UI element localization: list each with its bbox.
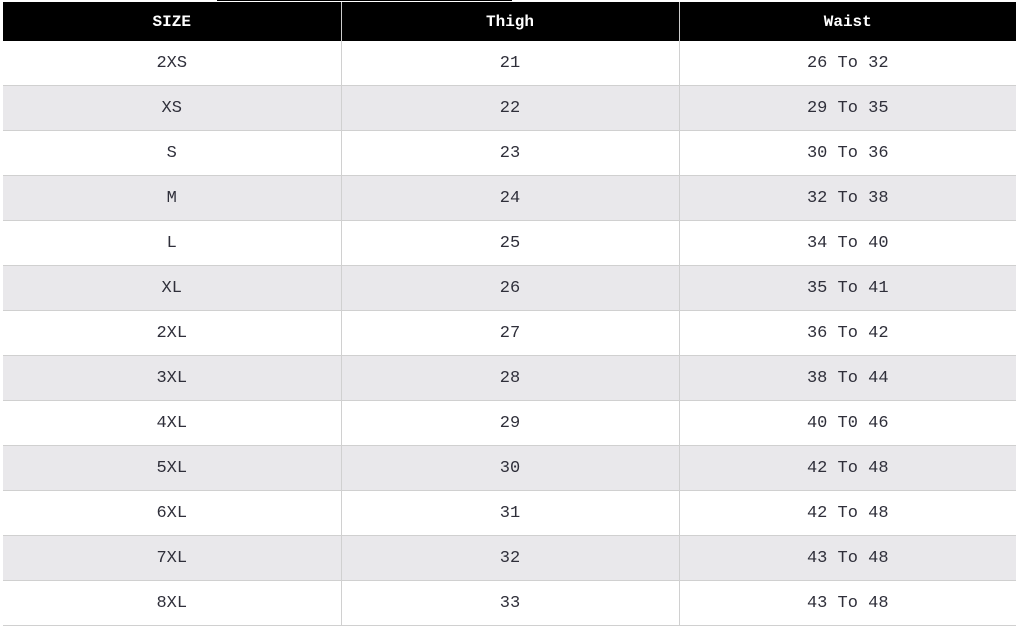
table-row: 7XL 32 43 To 48 xyxy=(3,535,1016,581)
header-row: SIZE Thigh Waist xyxy=(3,2,1016,41)
table-row: L 25 34 To 40 xyxy=(3,220,1016,266)
waist-cell: 34 To 40 xyxy=(679,220,1016,266)
thigh-cell: 33 xyxy=(341,580,680,626)
thigh-cell: 28 xyxy=(341,355,680,401)
waist-cell: 43 To 48 xyxy=(679,580,1016,626)
thigh-cell: 21 xyxy=(341,41,680,86)
table-row: XL 26 35 To 41 xyxy=(3,265,1016,311)
thigh-cell: 25 xyxy=(341,220,680,266)
size-cell: 4XL xyxy=(3,400,342,446)
size-cell: 3XL xyxy=(3,355,342,401)
waist-cell: 40 T0 46 xyxy=(679,400,1016,446)
thigh-cell: 30 xyxy=(341,445,680,491)
thigh-cell: 22 xyxy=(341,85,680,131)
size-cell: S xyxy=(3,130,342,176)
thigh-cell: 27 xyxy=(341,310,680,356)
header-thigh: Thigh xyxy=(341,2,680,41)
waist-cell: 42 To 48 xyxy=(679,445,1016,491)
waist-cell: 29 To 35 xyxy=(679,85,1016,131)
waist-cell: 35 To 41 xyxy=(679,265,1016,311)
size-cell: 5XL xyxy=(3,445,342,491)
table-row: 6XL 31 42 To 48 xyxy=(3,490,1016,536)
waist-cell: 36 To 42 xyxy=(679,310,1016,356)
waist-cell: 30 To 36 xyxy=(679,130,1016,176)
table-row: XS 22 29 To 35 xyxy=(3,85,1016,131)
waist-cell: 26 To 32 xyxy=(679,41,1016,86)
size-cell: M xyxy=(3,175,342,221)
top-divider xyxy=(217,0,512,1)
size-cell: L xyxy=(3,220,342,266)
size-cell: 7XL xyxy=(3,535,342,581)
table-row: S 23 30 To 36 xyxy=(3,130,1016,176)
table-row: 3XL 28 38 To 44 xyxy=(3,355,1016,401)
size-cell: 2XL xyxy=(3,310,342,356)
table-row: 2XS 21 26 To 32 xyxy=(3,41,1016,86)
header-size: SIZE xyxy=(3,2,342,41)
table-row: 8XL 33 43 To 48 xyxy=(3,580,1016,626)
size-chart-table: SIZE Thigh Waist 2XS 21 26 To 32 XS 22 29 To … xyxy=(3,2,1016,626)
size-cell: 8XL xyxy=(3,580,342,626)
waist-cell: 42 To 48 xyxy=(679,490,1016,536)
table-row: 4XL 29 40 T0 46 xyxy=(3,400,1016,446)
size-cell: 6XL xyxy=(3,490,342,536)
thigh-cell: 24 xyxy=(341,175,680,221)
waist-cell: 43 To 48 xyxy=(679,535,1016,581)
table-row: 2XL 27 36 To 42 xyxy=(3,310,1016,356)
size-cell: 2XS xyxy=(3,41,342,86)
thigh-cell: 31 xyxy=(341,490,680,536)
waist-cell: 38 To 44 xyxy=(679,355,1016,401)
thigh-cell: 32 xyxy=(341,535,680,581)
size-cell: XL xyxy=(3,265,342,311)
size-cell: XS xyxy=(3,85,342,131)
thigh-cell: 26 xyxy=(341,265,680,311)
thigh-cell: 29 xyxy=(341,400,680,446)
thigh-cell: 23 xyxy=(341,130,680,176)
table-row: M 24 32 To 38 xyxy=(3,175,1016,221)
header-waist: Waist xyxy=(679,2,1016,41)
table-body: 2XS 21 26 To 32 XS 22 29 To 35 S 23 30 To 36 M 24 3… xyxy=(3,41,1016,626)
waist-cell: 32 To 38 xyxy=(679,175,1016,221)
table-row: 5XL 30 42 To 48 xyxy=(3,445,1016,491)
